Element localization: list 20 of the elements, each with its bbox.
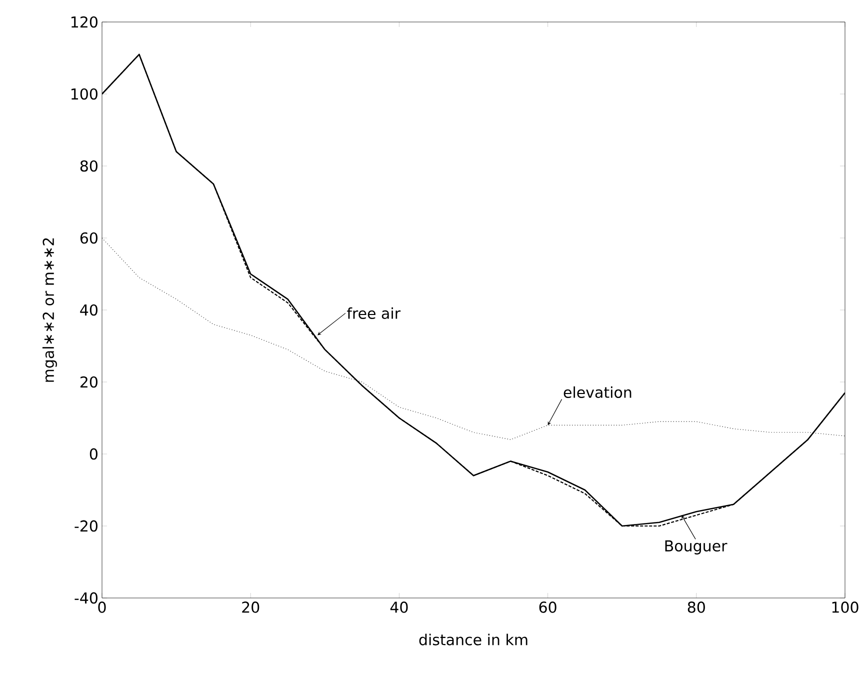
x-tick-label: 40 bbox=[390, 602, 408, 613]
x-tick-label: 20 bbox=[242, 602, 260, 613]
y-tick-label: -40 bbox=[74, 592, 98, 604]
y-tick-label: 80 bbox=[80, 160, 98, 172]
y-tick-label: -20 bbox=[74, 520, 98, 532]
x-tick-label: 100 bbox=[832, 602, 858, 613]
x-tick-label: 0 bbox=[98, 602, 106, 613]
y-tick-label: 40 bbox=[80, 304, 98, 316]
y-axis-title: mgal∗∗2 or m∗∗2 bbox=[42, 238, 57, 382]
y-tick-label: 20 bbox=[80, 376, 98, 388]
y-tick-label: 120 bbox=[71, 16, 98, 28]
annotation: Bouguer bbox=[665, 540, 728, 554]
annotation: elevation bbox=[564, 386, 632, 398]
y-tick-label: 0 bbox=[90, 448, 98, 460]
x-axis-title: distance in km bbox=[419, 634, 528, 646]
annotation: free air bbox=[347, 307, 401, 319]
x-tick-label: 80 bbox=[688, 602, 705, 613]
x-tick-label: 60 bbox=[539, 602, 556, 613]
y-tick-label: 60 bbox=[80, 232, 98, 244]
y-tick-label: 100 bbox=[71, 88, 98, 100]
